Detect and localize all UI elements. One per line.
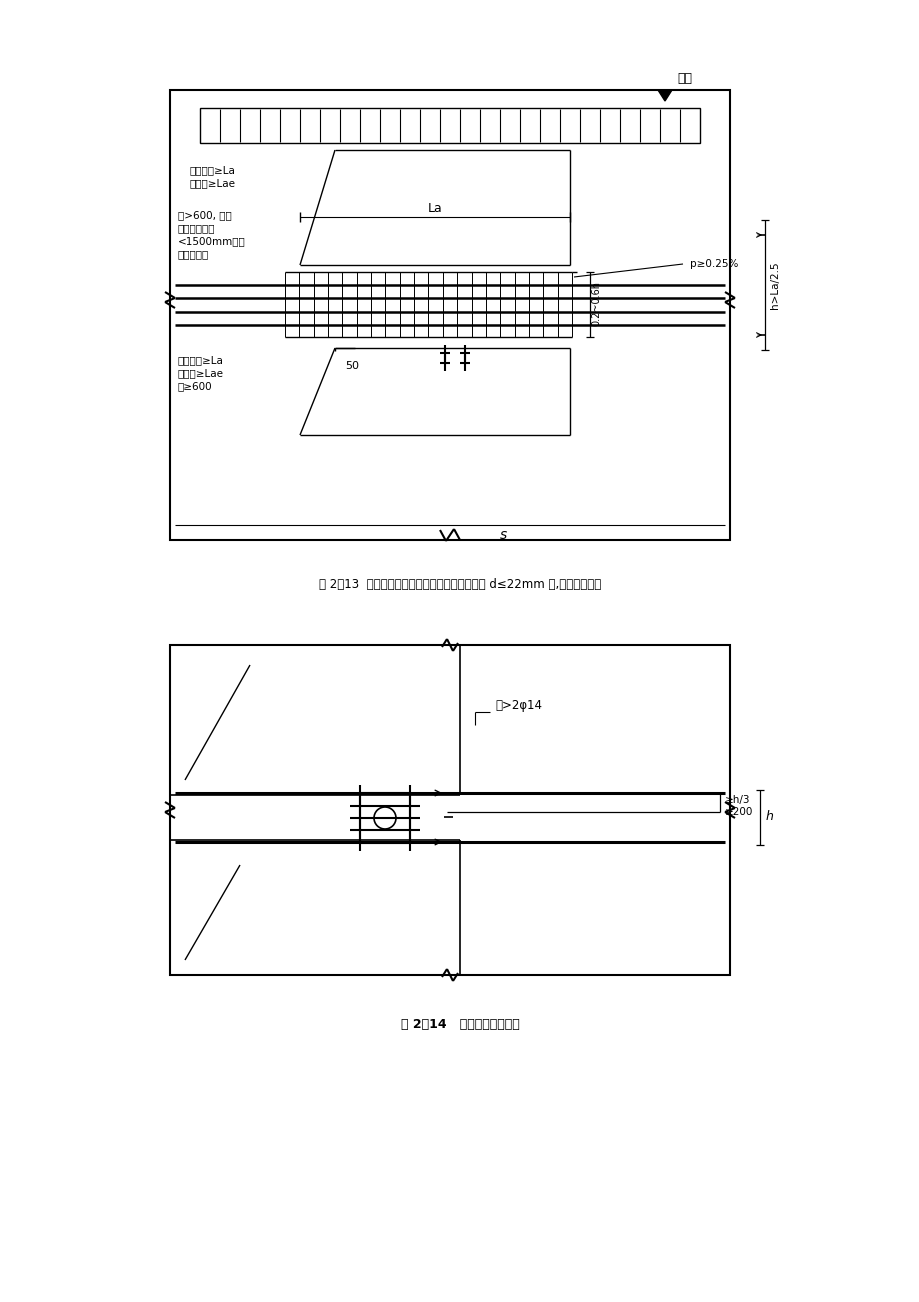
Text: h>La/2.5: h>La/2.5	[769, 262, 779, 309]
Text: 各>2φ14: 各>2φ14	[494, 698, 541, 711]
Text: 顶层: 顶层	[676, 72, 691, 85]
Text: 图 2－14   剪力墙连梁的配筋: 图 2－14 剪力墙连梁的配筋	[400, 1018, 519, 1031]
Text: 直径同跨中: 直径同跨中	[177, 249, 209, 259]
Text: <1500mm箍筋: <1500mm箍筋	[177, 236, 245, 246]
Text: p≥0.25%: p≥0.25%	[689, 259, 738, 270]
Text: 0.2~0.6h: 0.2~0.6h	[590, 281, 600, 327]
Text: h: h	[766, 811, 773, 823]
Bar	[170, 90, 729, 540]
Text: 围内箍筋间距: 围内箍筋间距	[177, 223, 215, 233]
Text: 且>600, 此范: 且>600, 此范	[177, 210, 232, 220]
Text: 图 2－13  一、二级抗震等级非加强部位纵向钢筋 d≤22mm 时,钢筋搭接构造: 图 2－13 一、二级抗震等级非加强部位纵向钢筋 d≤22mm 时,钢筋搭接构造	[319, 578, 600, 591]
Text: La: La	[427, 203, 442, 216]
Bar	[359, 793, 410, 842]
Text: 非抗震时≥La: 非抗震时≥La	[190, 165, 235, 174]
Polygon shape	[657, 90, 671, 102]
Text: 抗震时≥Lae: 抗震时≥Lae	[190, 178, 236, 187]
Text: 且≥600: 且≥600	[177, 381, 212, 391]
Bar	[170, 644, 729, 975]
Text: s: s	[499, 529, 506, 542]
Text: 抗震时≥Lae: 抗震时≥Lae	[177, 368, 223, 378]
Text: 50: 50	[345, 361, 358, 371]
Text: 非抗震时≥La: 非抗震时≥La	[177, 355, 223, 365]
Bar	[199, 108, 699, 143]
Text: ≥h/3: ≥h/3	[724, 796, 750, 805]
Text: ≥200: ≥200	[724, 807, 753, 816]
